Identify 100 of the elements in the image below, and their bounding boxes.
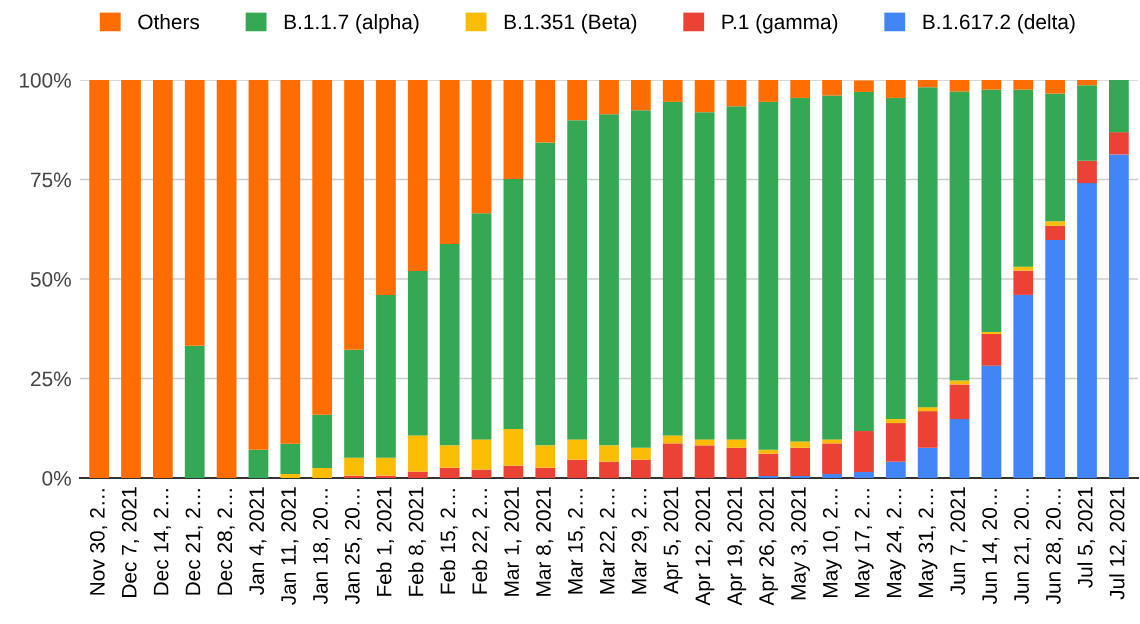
bar: [567, 120, 588, 440]
bar: [280, 474, 301, 478]
bar: [535, 467, 556, 478]
bar: [471, 80, 492, 214]
bar: [822, 474, 842, 478]
bar: [917, 80, 938, 88]
bar: [630, 80, 651, 111]
bar: [1045, 240, 1066, 478]
x-tick-label: Apr 5, 2021: [663, 487, 683, 594]
bar: [726, 106, 747, 440]
bar: [344, 80, 364, 350]
bar: [790, 447, 811, 477]
bar: [662, 435, 683, 444]
bar: [535, 142, 556, 446]
bar: [503, 80, 524, 180]
bar: [312, 468, 333, 478]
x-tick-label: Nov 30, 2…: [89, 489, 108, 595]
bar: [885, 423, 906, 462]
bar: [758, 453, 779, 477]
bar: [790, 441, 811, 448]
bar: [1077, 183, 1097, 478]
x-tick-label: Dec 14, 2…: [153, 489, 171, 595]
legend-label: P.1 (gamma): [722, 13, 838, 34]
bar: [152, 80, 173, 478]
bar: [822, 443, 842, 475]
x-tick-label: Mar 1, 2021: [504, 487, 522, 596]
x-tick-label: May 17, 2…: [854, 489, 874, 597]
x-tick-label: Jan 4, 2021: [249, 487, 267, 595]
legend-label: B.1.351 (Beta): [504, 13, 637, 34]
bar: [949, 419, 970, 478]
x-tick-label: Feb 15, 2…: [439, 489, 458, 594]
bar: [917, 447, 938, 478]
bar: [599, 445, 619, 462]
bar: [216, 80, 237, 478]
bar: [694, 439, 715, 446]
x-tick-label: May 3, 2021: [791, 487, 810, 600]
x-tick-label: May 10, 2…: [822, 489, 842, 597]
bar: [567, 439, 588, 460]
bar: [822, 80, 842, 96]
bar: [1013, 270, 1034, 295]
x-tick-label: Mar 22, 2…: [599, 489, 618, 594]
bar: [376, 294, 396, 458]
x-tick-label: May 24, 2…: [886, 489, 906, 597]
bar: [599, 114, 619, 446]
bar: [280, 443, 301, 475]
bar: [630, 459, 651, 478]
bar: [503, 429, 524, 466]
x-tick-label: Dec 7, 2021: [121, 487, 140, 597]
x-tick-label: Jul 5, 2021: [1077, 487, 1096, 588]
y-tick-label: 100%: [19, 73, 71, 88]
bar: [758, 101, 779, 450]
x-tick-label: Apr 12, 2021: [695, 487, 715, 606]
bar: [1045, 93, 1066, 222]
x-tick-label: Feb 8, 2021: [408, 487, 426, 596]
bar: [885, 461, 906, 478]
x-tick-label: Apr 19, 2021: [727, 487, 747, 606]
bar: [758, 80, 779, 102]
bar: [567, 459, 588, 478]
y-tick-label: 0%: [42, 471, 71, 486]
bar: [376, 457, 396, 476]
bar: [184, 345, 205, 478]
bar: [407, 80, 428, 272]
bar: [1109, 132, 1129, 155]
bar: [1077, 160, 1097, 184]
x-tick-label: Jun 28, 20…: [1045, 489, 1064, 605]
bar: [1109, 80, 1129, 133]
bar: [630, 447, 651, 460]
x-tick-label: Feb 22, 2…: [471, 489, 490, 594]
x-tick-label: Jan 11, 2021: [281, 487, 299, 605]
bar: [1077, 80, 1097, 86]
bar: [471, 469, 492, 478]
bar: [248, 80, 269, 450]
x-tick-label: Jan 25, 20…: [344, 489, 363, 605]
bar: [854, 91, 874, 432]
bar: [184, 80, 205, 346]
bar: [312, 414, 333, 469]
bar: [917, 87, 938, 408]
bar: [1077, 85, 1097, 161]
bar: [726, 447, 747, 478]
bar: [981, 89, 1002, 332]
bar: [662, 443, 683, 478]
bar: [662, 80, 683, 102]
bar: [471, 213, 492, 440]
bar: [981, 80, 1002, 90]
x-tick-label: May 31, 2…: [918, 489, 938, 597]
bar: [949, 91, 970, 381]
bar: [949, 80, 970, 92]
bar: [439, 467, 460, 478]
bar: [726, 439, 747, 448]
bar: [885, 419, 906, 424]
bar: [981, 365, 1002, 478]
bar: [854, 472, 874, 478]
bar: [535, 80, 556, 143]
bar: [1013, 80, 1034, 90]
bar: [758, 449, 779, 454]
bar: [1045, 225, 1066, 240]
bar: [726, 80, 747, 107]
bar: [439, 243, 460, 446]
x-tick-label: Dec 28, 2…: [217, 489, 235, 595]
bar: [503, 465, 524, 478]
